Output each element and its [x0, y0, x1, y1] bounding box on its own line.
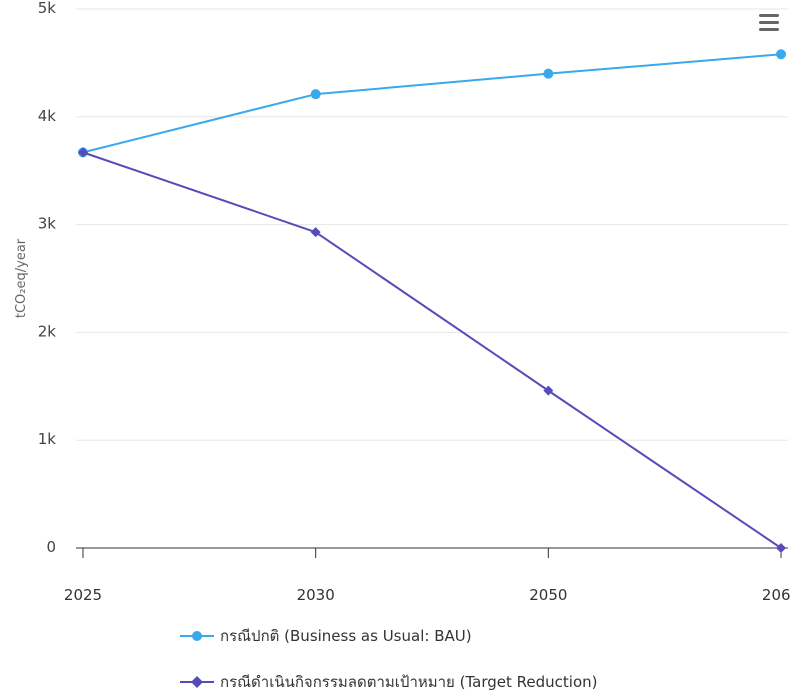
y-tick-label: 2k: [38, 322, 57, 340]
line-chart: 0 1k 2k 3k 4k 5k 2025 2030 2050 2065 tCO₂eq/year: [14, 0, 790, 604]
x-tick-label: 2065: [762, 586, 790, 604]
y-tick-label: 3k: [38, 215, 57, 233]
series-0-point: [776, 49, 786, 60]
y-axis-title: tCO₂eq/year: [14, 238, 29, 318]
series-0-point: [543, 68, 554, 79]
y-tick-label: 1k: [38, 430, 57, 448]
legend-target-marker-icon: [180, 676, 214, 688]
series-0-point: [310, 89, 321, 100]
legend-target-label: กรณีดำเนินกิจกรรมลดตามเป้าหมาย (Target R…: [220, 673, 598, 691]
x-tick-label: 2050: [529, 586, 567, 604]
series-1-point: [310, 227, 321, 238]
series-1-point: [78, 147, 88, 158]
series-1-point: [543, 385, 554, 396]
legend-item-bau[interactable]: กรณีปกติ (Business as Usual: BAU): [180, 624, 472, 648]
series-line-1: [82, 151, 782, 549]
y-tick-label: 0: [46, 538, 56, 556]
legend-bau-label: กรณีปกติ (Business as Usual: BAU): [220, 627, 472, 645]
hamburger-menu-icon[interactable]: [754, 8, 784, 38]
y-tick-label: 5k: [38, 0, 57, 17]
x-tick-label: 2030: [297, 586, 335, 604]
legend-item-target[interactable]: กรณีดำเนินกิจกรรมลดตามเป้าหมาย (Target R…: [180, 670, 597, 694]
series-line-0: [82, 53, 782, 154]
x-tick-label: 2025: [64, 586, 102, 604]
y-tick-label: 4k: [38, 107, 57, 125]
series-1-point: [776, 543, 786, 553]
legend-bau-marker-icon: [180, 631, 214, 641]
